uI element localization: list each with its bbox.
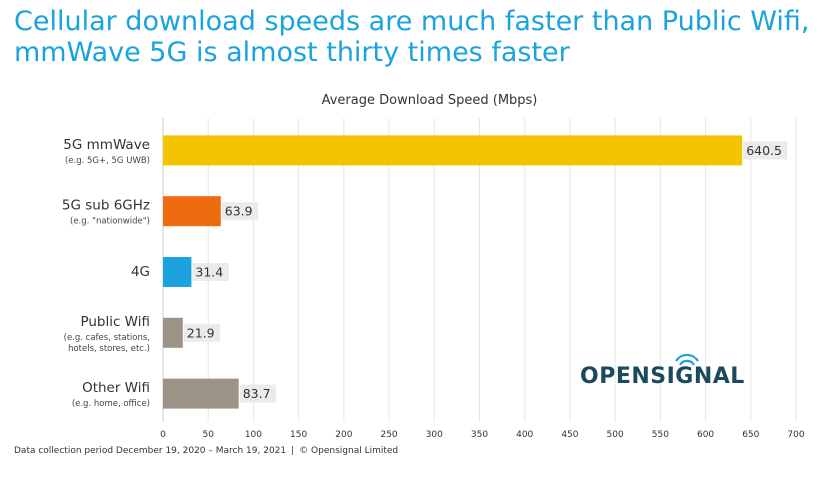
x-tick-label: 200 bbox=[335, 430, 352, 440]
x-tick-label: 100 bbox=[245, 430, 262, 440]
x-tick-label: 400 bbox=[516, 430, 533, 440]
headline: Cellular download speeds are much faster… bbox=[14, 6, 824, 68]
data-label-bg bbox=[221, 202, 259, 221]
data-label: 31.4 bbox=[195, 265, 223, 280]
category-label: 5G mmWave bbox=[63, 137, 150, 153]
category-label: Other Wifi bbox=[82, 380, 150, 396]
logo-text: OPENSIGNAL bbox=[580, 364, 745, 389]
footer-period: Data collection period December 19, 2020… bbox=[14, 446, 287, 456]
data-label: 63.9 bbox=[225, 204, 253, 219]
bar-chart: Average Download Speed (Mbps) 0 50 100 150 20… bbox=[62, 93, 805, 440]
x-tick-label: 700 bbox=[787, 430, 804, 440]
bar bbox=[163, 196, 221, 227]
category-label: 4G bbox=[131, 264, 150, 280]
category-sublabel: (e.g. cafes, stations, bbox=[64, 333, 150, 343]
bar bbox=[163, 135, 743, 166]
headline-line-1: Cellular download speeds are much faster… bbox=[14, 6, 810, 37]
x-tick-label: 500 bbox=[607, 430, 624, 440]
footer-credit: © Opensignal Limited bbox=[299, 446, 399, 456]
x-tick-label: 350 bbox=[471, 430, 488, 440]
headline-line-2: mmWave 5G is almost thirty times faster bbox=[14, 37, 570, 68]
footer: Data collection period December 19, 2020… bbox=[14, 446, 398, 456]
data-label-bg bbox=[743, 141, 788, 160]
data-label: 640.5 bbox=[746, 143, 782, 158]
data-label: 21.9 bbox=[187, 325, 215, 340]
category-sublabel: (e.g. "nationwide") bbox=[70, 217, 150, 227]
x-tick-label: 50 bbox=[202, 430, 214, 440]
bar bbox=[163, 378, 239, 409]
x-tick-label: 650 bbox=[742, 430, 759, 440]
footer-separator: | bbox=[291, 446, 295, 456]
opensignal-logo: OPENSIGNAL bbox=[580, 352, 770, 392]
x-tick-label: 150 bbox=[290, 430, 307, 440]
x-tick-label: 250 bbox=[380, 430, 397, 440]
signal-wave-icon bbox=[675, 353, 699, 366]
x-tick-label: 450 bbox=[561, 430, 578, 440]
x-tick-label: 600 bbox=[697, 430, 714, 440]
data-label: 83.7 bbox=[243, 386, 271, 401]
x-tick-label: 0 bbox=[160, 430, 166, 440]
category-sublabel: hotels, stores, etc.) bbox=[68, 344, 150, 354]
category-sublabel: (e.g. 5G+, 5G UWB) bbox=[65, 156, 150, 166]
bar bbox=[163, 317, 183, 348]
data-label-bg bbox=[192, 263, 229, 281]
x-tick-label: 550 bbox=[652, 430, 669, 440]
bar bbox=[163, 257, 192, 287]
data-label-bg bbox=[239, 384, 277, 403]
category-label: Public Wifi bbox=[80, 314, 150, 330]
category-sublabel: (e.g. home, office) bbox=[72, 399, 150, 409]
category-label: 5G sub 6GHz bbox=[62, 198, 150, 214]
data-label-bg bbox=[183, 323, 221, 342]
x-tick-label: 300 bbox=[426, 430, 443, 440]
chart-title: Average Download Speed (Mbps) bbox=[322, 93, 538, 108]
